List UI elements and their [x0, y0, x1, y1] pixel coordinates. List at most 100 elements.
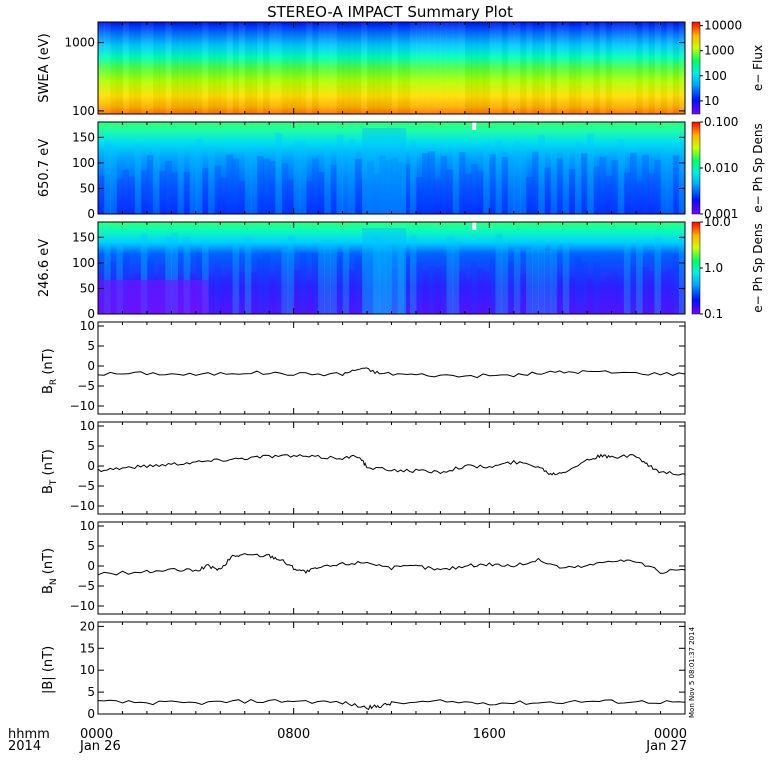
data-gap — [472, 122, 477, 130]
spectrogram-column — [385, 247, 393, 314]
spectrogram-column — [214, 264, 221, 314]
spectrogram-column — [305, 280, 313, 314]
y-tick-label: 5 — [87, 539, 95, 553]
spectrogram-column — [666, 22, 674, 114]
colorbar-tick-label: 0.001 — [704, 207, 738, 221]
spectrogram-column — [629, 22, 637, 114]
y-tick-label: −10 — [70, 599, 95, 613]
spectrogram-column — [495, 22, 503, 114]
spectrogram-column — [300, 22, 307, 114]
spectrogram-column — [550, 22, 558, 114]
spectrogram-column — [98, 175, 105, 214]
spectrogram-column — [226, 271, 234, 314]
spectrogram-column — [507, 261, 515, 314]
spectrogram-column — [440, 265, 448, 314]
spectrogram-column — [189, 145, 197, 214]
spectrogram-column — [226, 22, 234, 114]
y-tick-label: 10 — [80, 419, 95, 433]
spectrogram-column — [238, 181, 246, 214]
spectrogram-column — [581, 262, 588, 314]
y-tick-label: 1000 — [64, 36, 95, 50]
spectrogram-column — [489, 154, 497, 214]
y-tick-label: 0 — [87, 359, 95, 373]
spectrogram-column — [538, 135, 545, 214]
spectrogram-column — [532, 151, 539, 214]
y-axis-label-subscript: R — [49, 379, 59, 385]
spectrogram-column — [648, 173, 656, 214]
spectrogram-column — [660, 150, 668, 214]
spectrogram-column — [428, 151, 435, 214]
spectrogram-column — [452, 148, 460, 214]
spectrogram-column — [587, 133, 594, 214]
spectrogram-column — [244, 148, 252, 214]
spectrogram-column — [422, 270, 429, 314]
spectrogram-feature — [362, 228, 407, 314]
spectrogram-column — [220, 22, 227, 114]
spectrogram-column — [654, 237, 662, 314]
spectrogram-column — [379, 240, 386, 314]
spectrogram-column — [398, 22, 405, 114]
spectrogram-column — [140, 22, 148, 114]
spectrogram-column — [568, 22, 576, 114]
x-tick-label: 0800 — [277, 727, 310, 742]
spectrogram-column — [648, 22, 655, 114]
spectrogram-column — [617, 139, 625, 214]
spectrogram-column — [446, 22, 454, 114]
spectrogram-column — [623, 244, 631, 314]
spectrogram-column — [606, 22, 613, 114]
spectrogram-column — [422, 22, 429, 114]
spectrogram-column — [201, 167, 209, 214]
spectrogram-column — [458, 271, 466, 314]
colorbar-tick-label: 0.100 — [704, 115, 738, 129]
spectrogram-column — [629, 152, 637, 214]
spectrogram-column — [305, 181, 313, 214]
y-axis-label-base: B — [41, 585, 56, 594]
y-axis-label-base: |B| — [41, 676, 56, 694]
spectrogram-panel-3: 0 50 100 150 246.6 eV 0.1 1.0 10.0 e− Ph Sp Dens — [37, 215, 765, 321]
spectrogram-column — [556, 22, 564, 114]
spectrogram-column — [201, 240, 209, 314]
y-tick-label: −5 — [77, 479, 95, 493]
y-tick-label: 50 — [80, 281, 95, 295]
spectrogram-column — [593, 261, 600, 314]
spectrogram-column — [568, 277, 576, 314]
spectrogram-column — [495, 233, 503, 314]
spectrogram-column — [599, 281, 607, 314]
spectrogram-column — [385, 22, 392, 114]
colorbar-tick-label: 1000 — [704, 44, 735, 58]
spectrogram-column — [661, 22, 668, 114]
spectrogram-column — [110, 22, 117, 114]
spectrogram-column — [678, 237, 685, 314]
y-tick-label: 100 — [72, 156, 95, 170]
spectrogram-column — [122, 169, 130, 214]
spectrogram-column — [367, 261, 374, 314]
x-tick-label: 1600 — [473, 727, 506, 742]
spectrogram-column — [348, 139, 356, 214]
spectrogram-column — [348, 269, 356, 314]
spectrogram-column — [324, 145, 331, 214]
spectrogram-column — [434, 179, 442, 214]
spectrogram-column — [104, 22, 111, 114]
y-axis-label-unit: (nT) — [41, 348, 56, 378]
spectrogram-column — [458, 22, 466, 114]
spectrogram-column — [672, 22, 680, 114]
y-tick-label: 0 — [87, 459, 95, 473]
y-axis-label: 246.6 eV — [37, 239, 52, 297]
spectrogram-column — [342, 240, 350, 314]
spectrogram-column — [562, 245, 570, 314]
spectrogram-column — [403, 164, 411, 214]
spectrogram-column — [464, 173, 472, 214]
spectrogram-column — [550, 151, 558, 214]
series-line — [97, 553, 686, 576]
y-axis-label: BN (nT) — [41, 548, 59, 594]
y-tick-label: 100 — [72, 256, 95, 270]
spectrogram-column — [544, 22, 552, 114]
colorbar-tick-label: 0.1 — [704, 307, 723, 321]
spectrogram-column — [623, 22, 631, 114]
spectrogram-column — [495, 140, 503, 214]
spectrogram-column — [581, 153, 588, 214]
spectrogram-column — [171, 22, 179, 114]
spectrogram-column — [483, 22, 490, 114]
spectrogram-column — [519, 22, 527, 114]
